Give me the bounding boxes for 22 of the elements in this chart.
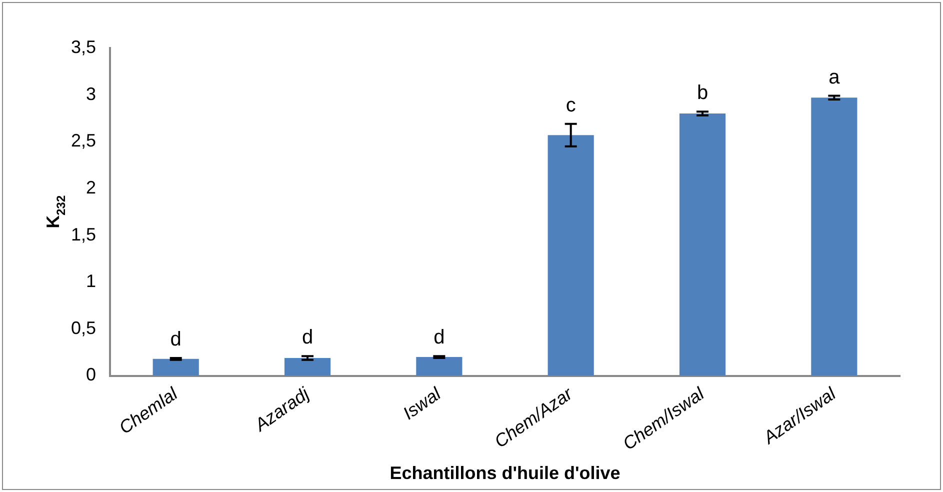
x-axis-title: Echantillons d'huile d'olive [390,463,620,484]
y-axis-title: K232 [43,195,68,228]
bar [416,357,462,376]
annotation: d [170,328,182,350]
bar [284,358,331,376]
annotation: d [434,326,445,349]
annotation: a [828,66,841,88]
y-tick-label: 3,5 [70,36,96,57]
annotation: b [696,82,708,104]
y-tick-label: 0,5 [70,318,96,338]
annotation: c [566,94,576,116]
y-tick-label: 1,5 [70,224,96,244]
y-tick-label: 1 [86,271,96,292]
bar [548,135,594,376]
annotation: d [302,326,314,349]
y-tick-label: 3 [86,84,96,104]
y-tick-label: 2,5 [70,130,96,151]
y-tick-label: 2 [86,177,96,198]
bar [152,358,199,376]
y-tick-label: 0 [86,364,96,385]
bar [679,114,726,376]
bar [811,98,858,376]
